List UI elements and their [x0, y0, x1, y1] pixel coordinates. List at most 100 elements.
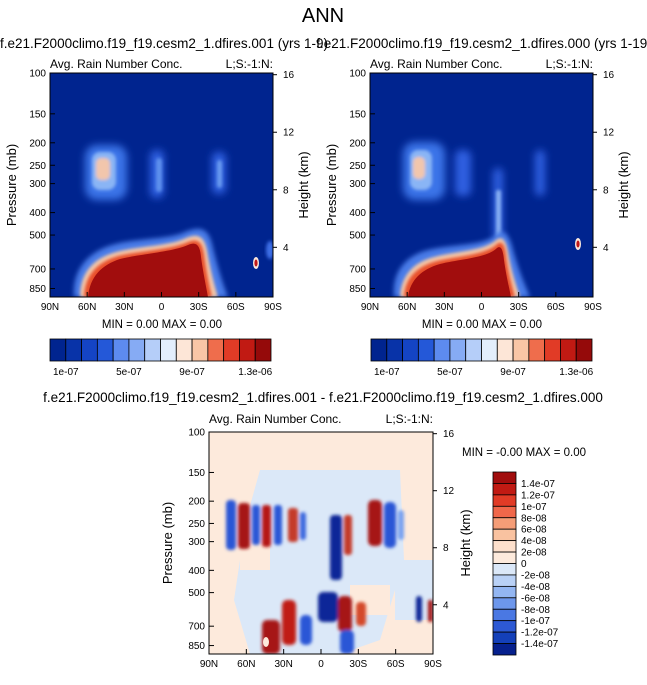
panel-1-colorbar: 1e-07 5e-07 9e-07 1.3e-06: [49, 338, 273, 378]
panel-2-subtitle-right: L;S:-1:N:: [546, 57, 593, 71]
pressure-tick-label: 300: [349, 179, 366, 190]
latitude-tick-label: 30N: [115, 302, 133, 313]
colorbar-label: -4e-08: [521, 582, 550, 593]
latitude-tick-label: 90N: [41, 302, 59, 313]
panel-3-plot-area: [209, 432, 433, 654]
colorbar-swatch: [254, 338, 272, 362]
colorbar-swatch: [433, 338, 451, 362]
colorbar-swatch: [81, 338, 98, 362]
colorbar-swatch: [481, 338, 498, 362]
colorbar-swatch: [402, 338, 419, 362]
pressure-tick-label: 500: [29, 231, 46, 242]
colorbar-swatch: [492, 483, 517, 496]
colorbar-label: 5e-07: [116, 367, 142, 378]
colorbar-swatch: [160, 338, 177, 362]
latitude-tick-label: 0: [318, 659, 324, 670]
panel-2-plot-area: [370, 73, 593, 297]
panel-2-subtitle-left: Avg. Rain Number Conc.: [370, 57, 503, 71]
panel-1-plot-area: [50, 73, 273, 297]
colorbar-swatch: [449, 338, 467, 362]
colorbar-swatch: [465, 338, 482, 362]
panel-1-field: [73, 145, 273, 297]
panel-1-stats: MIN = 0.00 MAX = 0.00: [102, 319, 222, 331]
pressure-tick-label: 100: [29, 69, 46, 80]
colorbar-swatch: [492, 597, 517, 610]
panel-3: f.e21.F2000climo.f19_f19.cesm2_1.dfires.…: [43, 390, 603, 670]
latitude-tick-label: 30S: [510, 302, 528, 313]
panel-2-title: f.e21.F2000climo.f19_f19.cesm2_1.dfires.…: [316, 36, 647, 51]
panel-2: f.e21.F2000climo.f19_f19.cesm2_1.dfires.…: [316, 36, 647, 378]
colorbar-label: 2e-08: [521, 548, 547, 559]
height-tick-label: 4: [283, 243, 289, 254]
panel-1-subtitle-left: Avg. Rain Number Conc.: [50, 57, 183, 71]
colorbar-label: 4e-08: [521, 536, 547, 547]
colorbar-label: -1e-07: [521, 616, 550, 627]
pressure-tick-label: 200: [29, 138, 46, 149]
colorbar-swatch: [417, 338, 435, 362]
colorbar-swatch: [223, 338, 240, 362]
height-tick-label: 8: [283, 185, 289, 196]
pressure-tick-label: 300: [188, 537, 205, 548]
panel-1-axes: 100 150 200 250 300 400 500 700 850 90N 60N 30N 0 30S…: [29, 69, 294, 314]
latitude-tick-label: 90N: [200, 659, 218, 670]
pressure-tick-label: 500: [349, 231, 366, 242]
colorbar-label: 1.3e-06: [238, 367, 272, 378]
height-tick-label: 4: [443, 600, 449, 611]
colorbar-swatch: [575, 338, 593, 362]
latitude-tick-label: 60S: [227, 302, 245, 313]
latitude-tick-label: 60N: [78, 302, 96, 313]
colorbar-label: -6e-08: [521, 593, 550, 604]
panel-2-axes: 100 150 200 250 300 400 500 700 850 90N 60N 30N 0 30S…: [349, 69, 614, 314]
colorbar-label: 8e-08: [521, 513, 547, 524]
colorbar-swatch: [386, 338, 403, 362]
colorbar-swatch: [492, 608, 517, 622]
pressure-tick-label: 150: [29, 109, 46, 120]
colorbar-label: 1e-07: [521, 502, 547, 513]
colorbar-label: 5e-07: [437, 367, 463, 378]
pressure-tick-label: 400: [188, 566, 205, 577]
pressure-tick-label: 250: [188, 519, 205, 530]
pressure-tick-label: 700: [29, 264, 46, 275]
colorbar-label: -1.4e-07: [521, 639, 559, 650]
panel-1-ylabel: Pressure (mb): [4, 144, 19, 226]
height-tick-label: 16: [283, 70, 295, 81]
colorbar-label: 9e-07: [179, 367, 205, 378]
pressure-tick-label: 500: [188, 588, 205, 599]
colorbar-label: 6e-08: [521, 525, 547, 536]
height-tick-label: 12: [443, 486, 455, 497]
panel-2-ylabel: Pressure (mb): [324, 144, 339, 226]
height-tick-label: 8: [443, 543, 449, 554]
pressure-tick-label: 200: [349, 138, 366, 149]
colorbar-swatch: [175, 338, 193, 362]
colorbar-swatch: [492, 494, 517, 507]
colorbar-label: -8e-08: [521, 605, 550, 616]
panel-3-axes: 100 150 200 250 300 400 500 700 850 90N 60N 30N 0 30S…: [188, 428, 454, 671]
colorbar-swatch: [96, 338, 114, 362]
panel-1-title: f.e21.F2000climo.f19_f19.cesm2_1.dfires.…: [0, 36, 328, 51]
colorbar-label: 1e-07: [374, 367, 400, 378]
latitude-tick-label: 0: [159, 302, 165, 313]
panel-3-title: f.e21.F2000climo.f19_f19.cesm2_1.dfires.…: [43, 390, 603, 405]
colorbar-label: -2e-08: [521, 570, 550, 581]
panel-2-field: [393, 142, 581, 297]
colorbar-swatch: [560, 338, 577, 362]
colorbar-label: 1.2e-07: [521, 490, 555, 501]
colorbar-swatch: [191, 338, 209, 362]
panel-1-ylabel-right: Height (km): [296, 151, 311, 218]
height-tick-label: 16: [603, 70, 615, 81]
colorbar-swatch: [512, 338, 530, 362]
colorbar-label: 1e-07: [53, 367, 79, 378]
panel-2-colorbar: 1e-07 5e-07 9e-07 1.3e-06: [370, 338, 594, 378]
pressure-tick-label: 150: [349, 109, 366, 120]
colorbar-swatch: [492, 574, 517, 587]
panel-2-stats: MIN = 0.00 MAX = 0.00: [422, 319, 542, 331]
pressure-tick-label: 850: [349, 284, 366, 295]
latitude-tick-label: 60N: [237, 659, 255, 670]
colorbar-swatch: [492, 505, 517, 519]
colorbar-swatch: [492, 643, 517, 656]
colorbar-swatch: [492, 585, 517, 599]
height-tick-label: 4: [603, 243, 609, 254]
colorbar-swatch: [239, 338, 256, 362]
panel-3-subtitle-right: L;S:-1:N:: [386, 412, 433, 426]
colorbar-swatch: [492, 517, 517, 530]
